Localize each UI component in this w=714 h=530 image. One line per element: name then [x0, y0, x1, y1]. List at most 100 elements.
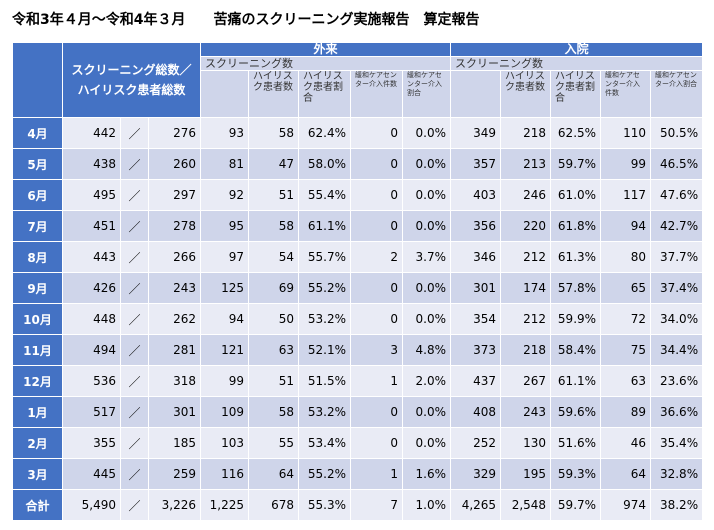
month-cell: 12月 [12, 365, 63, 397]
value-cell: 36.6% [650, 396, 704, 428]
value-cell: 42.7% [650, 210, 704, 242]
month-cell: 合計 [12, 489, 63, 521]
value-cell: 1.6% [401, 458, 452, 490]
table-row: 11月 494 ／ 281 121 63 52.1% 3 4.8% 373 218 58.4% 75 34… [12, 334, 704, 366]
value-cell: 57.8% [550, 272, 602, 304]
value-cell: 301 [450, 272, 502, 304]
value-cell: 51.6% [550, 427, 602, 459]
value-cell: 37.4% [650, 272, 704, 304]
month-cell: 1月 [12, 396, 63, 428]
value-cell: 0.0% [401, 396, 452, 428]
value-cell: 443 [62, 241, 121, 273]
value-cell: 495 [62, 179, 121, 211]
value-cell: 69 [248, 272, 299, 304]
value-cell: 72 [600, 303, 652, 335]
value-cell: 121 [200, 334, 249, 366]
corner [12, 42, 63, 118]
value-cell: 218 [500, 334, 552, 366]
value-cell: 7 [350, 489, 403, 521]
separator: ／ [120, 334, 149, 366]
value-cell: 0.0% [401, 148, 452, 180]
value-cell: 266 [148, 241, 201, 273]
value-cell: 55.2% [298, 272, 351, 304]
value-cell: 95 [200, 210, 249, 242]
value-cell: 451 [62, 210, 121, 242]
value-cell: 52.1% [298, 334, 351, 366]
value-cell: 4,265 [450, 489, 502, 521]
value-cell: 0.0% [401, 427, 452, 459]
value-cell: 116 [200, 458, 249, 490]
table-row: 1月 517 ／ 301 109 58 53.2% 0 0.0% 408 243 59.6% 89 36.… [12, 396, 704, 428]
value-cell: 55 [248, 427, 299, 459]
value-cell: 267 [500, 365, 552, 397]
value-cell: 1.0% [401, 489, 452, 521]
value-cell: 408 [450, 396, 502, 428]
value-cell: 38.2% [650, 489, 704, 521]
value-cell: 61.8% [550, 210, 602, 242]
month-cell: 5月 [12, 148, 63, 180]
value-cell: 5,490 [62, 489, 121, 521]
value-cell: 62.4% [298, 117, 351, 149]
value-cell: 448 [62, 303, 121, 335]
value-cell: 93 [200, 117, 249, 149]
value-cell: 260 [148, 148, 201, 180]
month-cell: 2月 [12, 427, 63, 459]
value-cell: 65 [600, 272, 652, 304]
blank-header [450, 70, 502, 118]
value-cell: 81 [200, 148, 249, 180]
value-cell: 2.0% [401, 365, 452, 397]
value-cell: 50 [248, 303, 299, 335]
value-cell: 536 [62, 365, 121, 397]
value-cell: 356 [450, 210, 502, 242]
value-cell: 220 [500, 210, 552, 242]
value-cell: 58.4% [550, 334, 602, 366]
month-cell: 3月 [12, 458, 63, 490]
table-row: 4月 442 ／ 276 93 58 62.4% 0 0.0% 349 218 62.5% 110 50.… [12, 117, 704, 149]
outpatient-header: 外来 [199, 42, 452, 57]
month-cell: 10月 [12, 303, 63, 335]
value-cell: 64 [600, 458, 652, 490]
value-cell: 63 [600, 365, 652, 397]
value-cell: 174 [500, 272, 552, 304]
value-cell: 1 [350, 458, 403, 490]
value-cell: 426 [62, 272, 121, 304]
value-cell: 2,548 [500, 489, 552, 521]
value-cell: 212 [500, 303, 552, 335]
separator: ／ [120, 365, 149, 397]
value-cell: 494 [62, 334, 121, 366]
value-cell: 445 [62, 458, 121, 490]
separator: ／ [120, 396, 149, 428]
month-cell: 8月 [12, 241, 63, 273]
value-cell: 55.7% [298, 241, 351, 273]
total-header: スクリーニング総数／ハイリスク患者総数 [62, 42, 201, 118]
value-cell: 130 [500, 427, 552, 459]
value-cell: 0 [350, 427, 403, 459]
value-cell: 0 [350, 396, 403, 428]
sub-header: 緩和ケアセンター介入割合 [401, 70, 452, 118]
value-cell: 55.3% [298, 489, 351, 521]
value-cell: 2 [350, 241, 403, 273]
screening-header: スクリーニング数 [450, 56, 704, 71]
sub-header: ハイリスク患者数 [248, 70, 299, 118]
value-cell: 103 [200, 427, 249, 459]
table-row: 2月 355 ／ 185 103 55 53.4% 0 0.0% 252 130 51.6% 46 35.… [12, 427, 704, 459]
value-cell: 349 [450, 117, 502, 149]
value-cell: 974 [600, 489, 652, 521]
value-cell: 0.0% [401, 210, 452, 242]
table-row: 8月 443 ／ 266 97 54 55.7% 2 3.7% 346 212 61.3% 80 37.7… [12, 241, 704, 273]
value-cell: 0.0% [401, 117, 452, 149]
value-cell: 97 [200, 241, 249, 273]
value-cell: 34.4% [650, 334, 704, 366]
month-cell: 9月 [12, 272, 63, 304]
sub-header: ハイリスク患者数 [500, 70, 552, 118]
value-cell: 0.0% [401, 303, 452, 335]
value-cell: 80 [600, 241, 652, 273]
value-cell: 89 [600, 396, 652, 428]
value-cell: 301 [148, 396, 201, 428]
value-cell: 53.4% [298, 427, 351, 459]
value-cell: 58 [248, 396, 299, 428]
value-cell: 59.7% [550, 148, 602, 180]
value-cell: 281 [148, 334, 201, 366]
value-cell: 354 [450, 303, 502, 335]
